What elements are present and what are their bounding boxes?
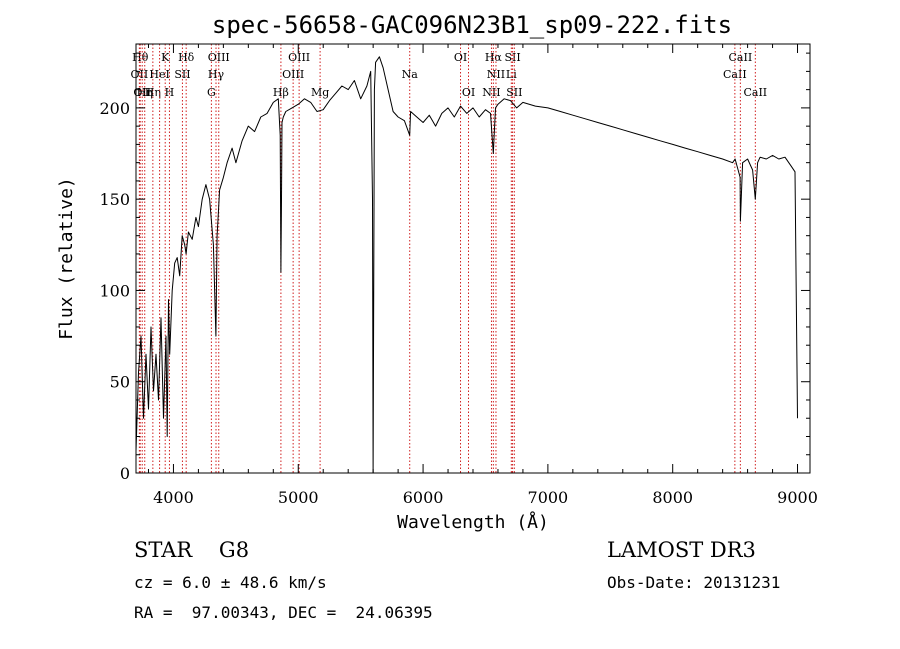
spectral-line-label: Hδ: [178, 51, 195, 64]
spectral-line-label: OI: [454, 51, 467, 64]
spectral-line-label: Hη: [137, 86, 153, 99]
y-tick-label: 200: [99, 99, 130, 118]
x-axis-label: Wavelength (Å): [397, 511, 549, 533]
spectral-line-label: Hη: [145, 86, 161, 99]
x-tick-label: 8000: [652, 488, 693, 507]
spectral-line-label: CaII: [743, 86, 767, 99]
spectral-line-label: K: [161, 51, 170, 64]
spectral-line-label: Hβ: [273, 86, 289, 99]
spectral-line-label: SII: [504, 51, 520, 64]
y-tick-label: 0: [120, 464, 130, 483]
spectral-line-label: NII: [482, 86, 500, 99]
spectral-line-label: SII: [174, 68, 190, 81]
spectral-line-label: CaII: [723, 68, 747, 81]
coordinates-readout: RA = 97.00343, DEC = 24.06395: [134, 603, 433, 622]
y-tick-label: 100: [99, 281, 130, 300]
x-tick-label: 9000: [777, 488, 818, 507]
spectral-line-label: OIII: [282, 68, 304, 81]
spectral-line-label: Hθ: [132, 51, 149, 64]
spectrum-series-line: [136, 56, 798, 473]
spectral-lines-layer: HθOIIOIIHηHηHeIKHSIIHδGHγOIIIHβOIIIOIIIM…: [131, 44, 767, 473]
spectral-line-label: G: [207, 86, 216, 99]
redshift-readout: cz = 6.0 ± 48.6 km/s: [134, 573, 327, 592]
x-tick-label: 7000: [528, 488, 569, 507]
spectral-line-label: Li: [506, 68, 517, 81]
spectral-line-label: NII: [487, 68, 505, 81]
x-tick-label: 6000: [403, 488, 444, 507]
chart-title: spec-56658-GAC096N23B1_sp09-222.fits: [212, 11, 732, 39]
y-tick-label: 50: [110, 373, 130, 392]
spectral-line-label: OI: [462, 86, 475, 99]
spectral-line-label: Na: [402, 68, 419, 81]
spectral-line-label: HeI: [149, 68, 169, 81]
y-axis-label: Flux (relative): [56, 177, 77, 340]
spectral-line-label: Hγ: [208, 68, 225, 81]
spectral-line-label: OIII: [288, 51, 310, 64]
spectral-line-label: Hα: [485, 51, 503, 64]
spectral-line-label: OIII: [208, 51, 230, 64]
axis-layer: 4000 5000 6000 7000 8000 9000 0 50 100 150 200: [99, 44, 818, 507]
x-tick-label: 5000: [278, 488, 319, 507]
spectrum-layer: [136, 56, 798, 473]
spectral-line-label: Mg: [311, 86, 329, 99]
spectral-line-label: OII: [131, 68, 149, 81]
obs-date: Obs-Date: 20131231: [607, 573, 781, 592]
spectral-line-label: SII: [506, 86, 522, 99]
y-tick-label: 150: [99, 190, 130, 209]
survey-label: LAMOST DR3: [607, 538, 756, 562]
spectral-line-label: H: [165, 86, 175, 99]
object-class: STAR G8: [134, 538, 250, 562]
x-tick-label: 4000: [153, 488, 194, 507]
spectral-line-label: CaII: [729, 51, 753, 64]
